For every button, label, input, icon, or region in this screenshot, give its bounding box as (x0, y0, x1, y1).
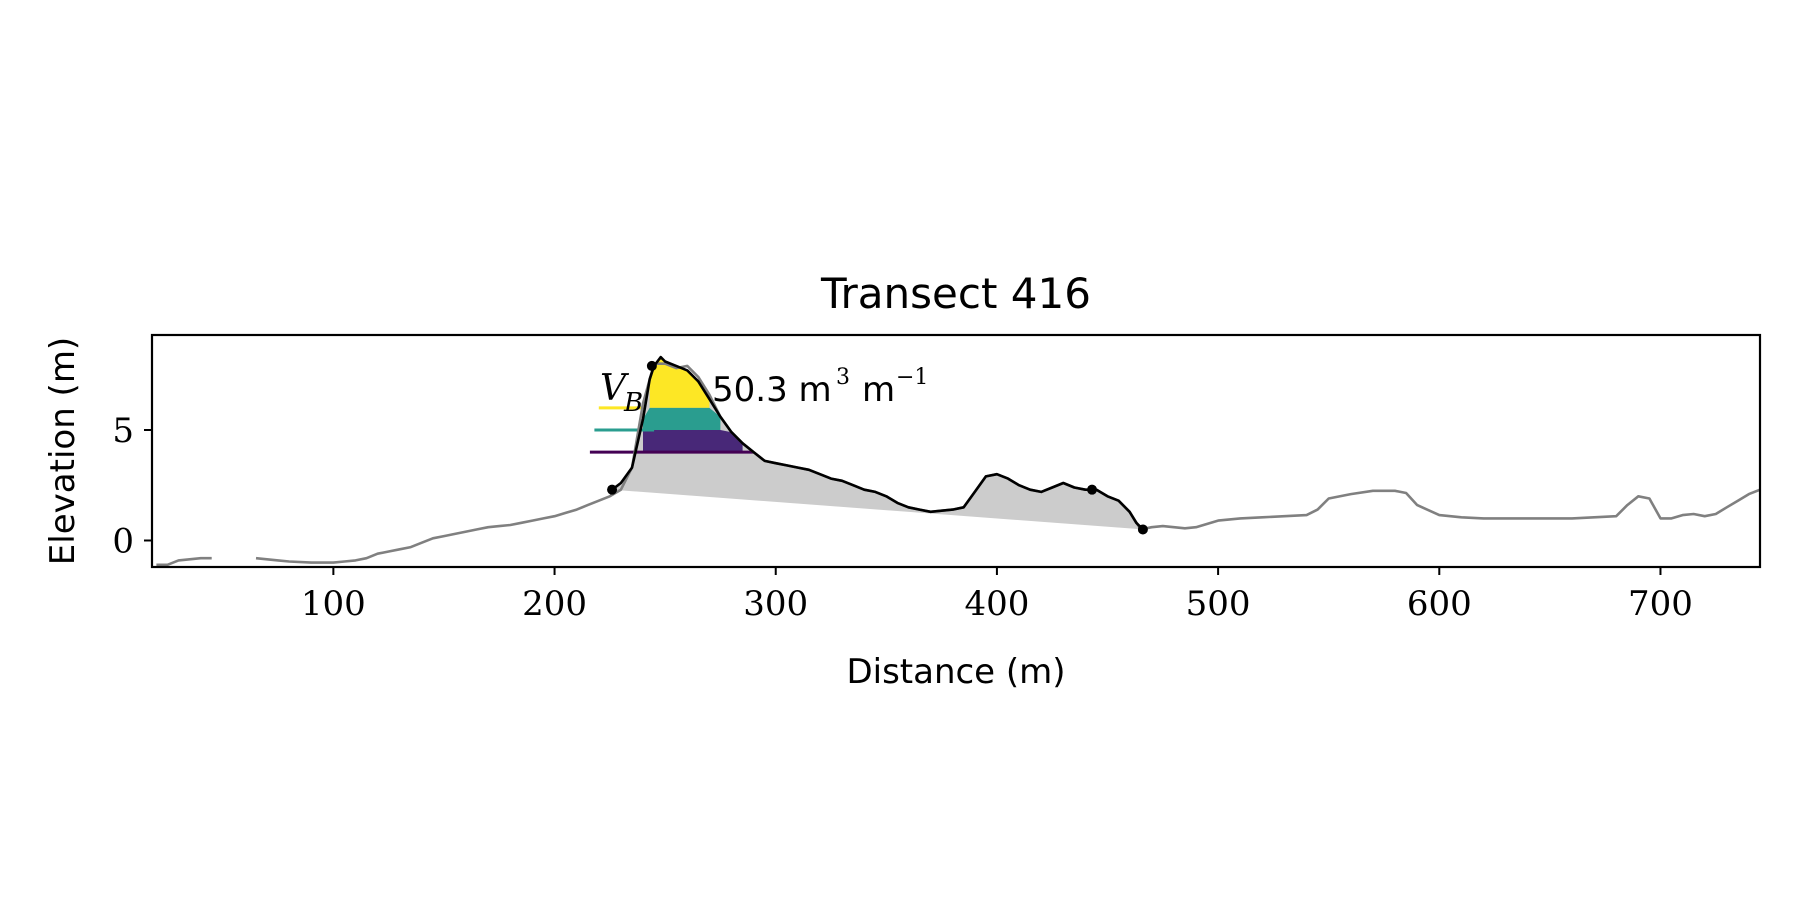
x-tick-label: 600 (1407, 584, 1472, 624)
volume-annotation: V B 50.3 m 3 m −1 (600, 365, 928, 418)
annotation-symbol: V (600, 368, 630, 409)
x-axis-label: Distance (m) (846, 652, 1065, 692)
x-axis-ticks: 100 200 300 400 500 600 700 (301, 567, 1693, 624)
band-fill-layer (643, 357, 743, 453)
annotation-unit-exponent-2: −1 (896, 365, 928, 390)
x-tick-label: 100 (301, 584, 366, 624)
annotation-unit-exponent: 3 (836, 365, 850, 390)
x-tick-label: 400 (964, 584, 1029, 624)
dune-line-layer (611, 355, 1144, 531)
volume-band-fill (643, 407, 721, 430)
volume-band-fill (649, 357, 710, 408)
dune-fill (612, 357, 1143, 530)
plot-frame (150, 333, 1762, 569)
band-line-layer (589, 406, 754, 454)
y-axis-label: Elevation (m) (43, 337, 83, 565)
x-tick-label: 300 (743, 584, 808, 624)
x-tick-label: 500 (1186, 584, 1251, 624)
profile-layer (156, 362, 1760, 567)
plot-area (156, 355, 1760, 567)
dune-fill-layer (612, 357, 1143, 530)
y-axis-ticks: 05 (112, 411, 152, 561)
annotation-value: 50.3 m (712, 370, 832, 410)
y-tick-label: 0 (112, 521, 134, 561)
annotation-unit-rest: m (862, 370, 895, 410)
annotation-subscript: B (623, 388, 643, 418)
crest-point-marker (646, 360, 657, 371)
dune-profile-line (611, 355, 1144, 531)
heel-point-marker (1087, 484, 1098, 495)
volume-band-fill (643, 430, 743, 453)
marker-layer (607, 360, 1148, 535)
toe-point-marker (1137, 524, 1148, 535)
chart-title: Transect 416 (820, 269, 1091, 318)
y-tick-label: 5 (112, 411, 134, 451)
x-tick-label: 700 (1628, 584, 1693, 624)
profile-line (156, 362, 1760, 567)
x-tick-label: 200 (522, 584, 587, 624)
toe-point-marker (607, 484, 618, 495)
